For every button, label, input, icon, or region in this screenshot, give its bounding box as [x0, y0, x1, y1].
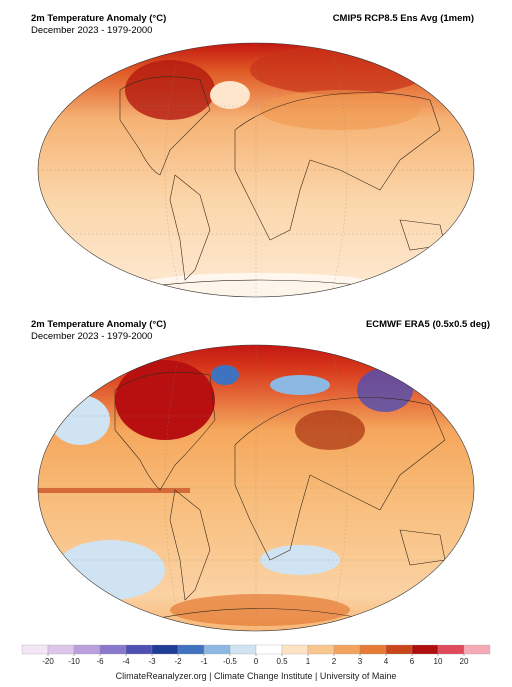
footer: ClimateReanalyzer.org | Climate Change I… — [116, 671, 397, 681]
colorbar-swatch — [281, 644, 309, 655]
map-2 — [38, 345, 474, 631]
panel-title: 2m Temperature Anomaly (°C) — [31, 13, 166, 24]
panel-subtitle: December 2023 - 1979-2000 — [31, 331, 152, 342]
colorbar-swatch — [99, 644, 127, 655]
colorbar-label: -6 — [96, 657, 104, 666]
colorbar-label: 4 — [384, 657, 389, 666]
colorbar-swatch — [73, 644, 101, 655]
colorbar-label: -1 — [200, 657, 208, 666]
colorbar-label: 20 — [460, 657, 469, 666]
colorbar-label: -10 — [68, 657, 80, 666]
colorbar-label: -3 — [148, 657, 156, 666]
colorbar-label: 6 — [410, 657, 415, 666]
panel-subtitle: December 2023 - 1979-2000 — [31, 25, 152, 36]
colorbar-swatch — [307, 644, 335, 655]
colorbar-label: 0 — [254, 657, 259, 666]
panel-title: 2m Temperature Anomaly (°C) — [31, 319, 166, 330]
colorbar-swatch — [151, 644, 179, 655]
colorbar-swatch — [411, 644, 439, 655]
colorbar-swatch — [437, 644, 465, 655]
colorbar-swatch — [385, 644, 413, 655]
colorbar-swatch — [21, 644, 49, 655]
panel-source: CMIP5 RCP8.5 Ens Avg (1mem) — [333, 13, 474, 24]
colorbar-label: -20 — [42, 657, 54, 666]
colorbar-label: 0.5 — [276, 657, 288, 666]
map-1 — [38, 43, 474, 297]
colorbar: -20 -10 -6 -4 -3 -2 -1 -0.5 0 0.5 1 2 3 4 6 10 20 — [21, 644, 491, 666]
colorbar-swatch — [177, 644, 205, 655]
colorbar-label: 3 — [358, 657, 363, 666]
colorbar-swatch — [47, 644, 75, 655]
colorbar-swatch — [333, 644, 361, 655]
colorbar-label: -0.5 — [223, 657, 237, 666]
colorbar-swatch — [463, 644, 491, 655]
colorbar-swatch — [125, 644, 153, 655]
panel-source: ECMWF ERA5 (0.5x0.5 deg) — [366, 319, 490, 330]
colorbar-swatch — [229, 644, 257, 655]
colorbar-swatch — [359, 644, 387, 655]
colorbar-swatch — [255, 644, 283, 655]
colorbar-swatch — [203, 644, 231, 655]
colorbar-label: 1 — [306, 657, 311, 666]
colorbar-label: -4 — [122, 657, 130, 666]
colorbar-label: 2 — [332, 657, 337, 666]
colorbar-label: -2 — [174, 657, 182, 666]
colorbar-label: 10 — [434, 657, 443, 666]
